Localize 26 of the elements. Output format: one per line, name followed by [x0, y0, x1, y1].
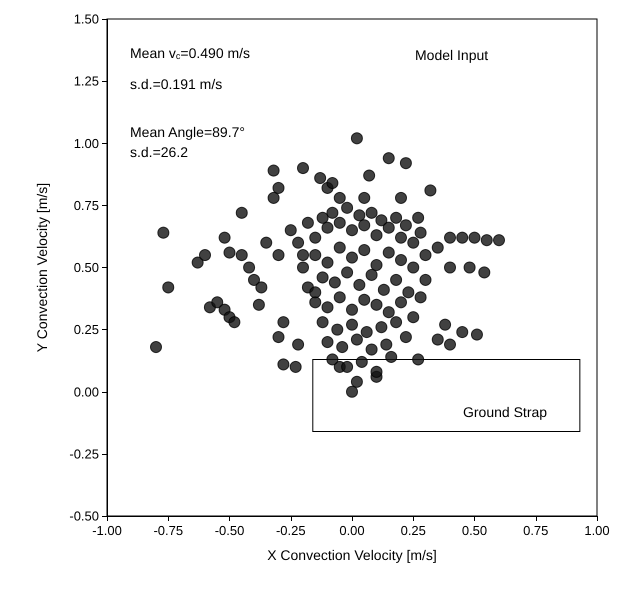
- y-tick-label: 0.00: [74, 384, 99, 400]
- annotation: s.d.=26.2: [130, 144, 188, 160]
- x-axis-title: X Convection Velocity [m/s]: [267, 547, 437, 563]
- x-tick-label: -0.75: [153, 523, 184, 538]
- x-tick-label: -0.50: [214, 523, 244, 538]
- x-tick-label: 0.25: [400, 523, 426, 538]
- y-tick-label: 0.75: [74, 198, 99, 213]
- x-tick-label: 0.00: [339, 523, 365, 538]
- x-tick-label: 1.00: [584, 523, 610, 538]
- y-axis-title: Y Convection Velocity [m/s]: [34, 182, 50, 352]
- annotation: Mean Angle=89.7°: [130, 124, 245, 140]
- y-tick-label: 0.50: [74, 260, 99, 275]
- y-tick-label: -0.50: [69, 508, 99, 524]
- annotation: Mean vc=0.490 m/s: [130, 45, 250, 61]
- y-tick-label: 1.50: [74, 12, 99, 26]
- annotation: Ground Strap: [463, 404, 548, 420]
- x-tick-label: 0.75: [523, 523, 548, 538]
- annotation: Model Input: [415, 47, 488, 63]
- annotation: s.d.=0.191 m/s: [130, 76, 222, 92]
- x-tick-label: -1.00: [92, 523, 122, 538]
- y-tick-label: 0.25: [74, 322, 99, 338]
- x-tick-label: -0.25: [276, 523, 306, 538]
- y-tick-label: 1.00: [74, 136, 99, 151]
- x-tick-label: 0.50: [462, 523, 488, 538]
- y-tick-label: -0.25: [69, 446, 99, 462]
- y-tick-label: 1.25: [74, 74, 99, 89]
